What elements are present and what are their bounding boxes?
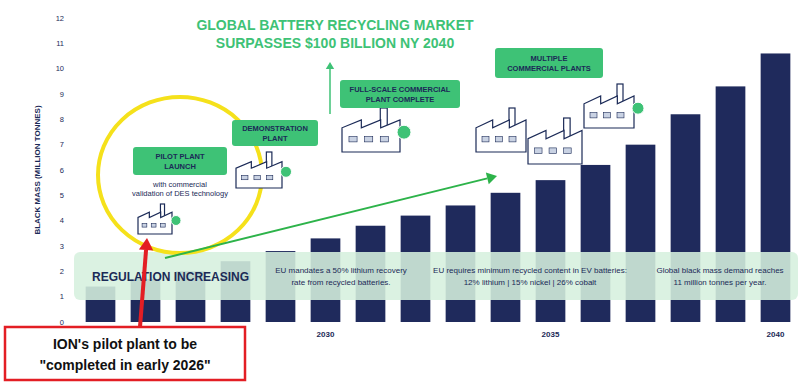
y-tick-label: 6: [60, 166, 64, 175]
x-tick-label: 2040: [767, 330, 785, 339]
y-tick-label: 5: [60, 191, 64, 200]
regulation-item: Global black mass demand reaches: [656, 266, 783, 275]
y-tick-label: 0: [60, 318, 64, 327]
x-axis: 2030 2035 2040: [317, 330, 785, 339]
up-arrow-head: [326, 62, 334, 69]
factory-icon: [476, 108, 526, 152]
regulation-item: rate from recycled batteries.: [291, 278, 390, 287]
milestone-note: with commercial: [152, 180, 207, 189]
callout-text: "completed in early 2026": [39, 357, 210, 373]
bar: [536, 180, 566, 322]
milestone: PILOT PLANTLAUNCH with commercialvalidati…: [132, 147, 228, 198]
badge: [280, 166, 291, 177]
callout-arrow-head: [139, 238, 153, 251]
regulation-item: 12% lithium | 15% nickel | 26% cobalt: [464, 278, 597, 287]
milestone: FULL-SCALE COMMERCIALPLANT COMPLETE: [340, 80, 460, 108]
regulation-item: EU mandates a 50% lithium recovery: [275, 266, 407, 275]
factory-window: [564, 148, 572, 154]
milestone: MULTIPLECOMMERCIAL PLANTS: [495, 48, 603, 78]
milestone-label: PILOT PLANT: [155, 152, 205, 161]
milestone-label: MULTIPLE: [531, 54, 568, 63]
up-arrow-shaft: [329, 69, 331, 114]
callout-arrow: [139, 238, 153, 327]
title-line: SURPASSES $100 BILLION NY 2040: [216, 35, 455, 51]
factory-window: [365, 137, 373, 142]
callout-text: ION's pilot plant to be: [53, 336, 197, 352]
y-axis-title: BLACK MASS (MILLION TONNES): [33, 105, 42, 235]
milestone-label: COMMERCIAL PLANTS: [507, 64, 591, 73]
y-tick-label: 8: [60, 115, 64, 124]
y-tick-label: 2: [60, 267, 64, 276]
factory-window: [142, 224, 147, 228]
badge: [632, 102, 644, 114]
x-tick-label: 2035: [542, 330, 560, 339]
factory-body: [528, 130, 582, 164]
y-tick-label: 9: [60, 90, 64, 99]
milestone-label: FULL-SCALE COMMERCIAL: [350, 85, 451, 94]
milestone-box: [495, 48, 603, 78]
y-tick-label: 3: [60, 242, 64, 251]
milestone-box: [340, 80, 460, 108]
milestone-label: PLANT COMPLETE: [366, 95, 435, 104]
factory-body: [476, 120, 526, 152]
chart: 0123456789101112BLACK MASS (MILLION TONN…: [0, 0, 800, 383]
factory-body: [584, 96, 634, 128]
y-tick-label: 11: [56, 39, 64, 48]
factory-icon: [528, 118, 582, 164]
callout-arrow-shaft: [140, 250, 146, 327]
x-tick-label: 2030: [317, 330, 335, 339]
regulation-band: REGULATION INCREASING EU mandates a 50% l…: [74, 252, 798, 300]
factory-window: [160, 224, 165, 228]
factory-body: [138, 212, 172, 234]
milestone-label: PLANT: [263, 134, 288, 143]
factory-icon: [236, 152, 292, 188]
milestone-note: validation of DES technology: [132, 189, 228, 198]
factory-icon: [138, 204, 181, 234]
y-tick-label: 12: [56, 14, 64, 23]
y-tick-label: 7: [60, 140, 64, 149]
factory-window: [242, 175, 248, 179]
y-axis: 0123456789101112BLACK MASS (MILLION TONN…: [33, 14, 64, 327]
milestones: PILOT PLANTLAUNCH with commercialvalidati…: [132, 48, 603, 198]
regulation-item: EU requires minimum recycled content in …: [433, 266, 627, 275]
factory-body: [342, 120, 400, 152]
callout: ION's pilot plant to be "completed in ear…: [5, 327, 245, 380]
milestone-label: DEMONSTRATION: [242, 124, 308, 133]
factory-window: [482, 137, 489, 142]
milestone-label: LAUNCH: [164, 162, 196, 171]
badge: [171, 216, 181, 226]
factory-window: [617, 113, 624, 118]
factory-window: [254, 175, 260, 179]
y-tick-label: 10: [56, 64, 64, 73]
y-tick-label: 4: [60, 216, 64, 225]
factory-window: [509, 137, 516, 142]
regulation-label: REGULATION INCREASING: [92, 270, 249, 284]
factory-window: [266, 175, 272, 179]
factory-window: [151, 224, 156, 228]
badge: [397, 125, 411, 139]
factory-icon: [584, 84, 644, 128]
title: GLOBAL BATTERY RECYCLING MARKET SURPASSES…: [196, 17, 474, 51]
milestone-box: [232, 120, 318, 146]
growth-arrow: [165, 173, 497, 258]
factory-icon: [342, 108, 411, 152]
growth-arrow-head: [486, 173, 497, 185]
factory-window: [496, 137, 503, 142]
factory-window: [349, 137, 357, 142]
regulation-item: 11 million tonnes per year.: [674, 278, 767, 287]
factory-window: [590, 113, 597, 118]
factory-window: [604, 113, 611, 118]
milestone-box: [133, 147, 227, 175]
milestone: DEMONSTRATIONPLANT: [232, 120, 318, 146]
band-bg: [74, 252, 798, 300]
y-tick-label: 1: [60, 292, 64, 301]
factory-window: [380, 137, 388, 142]
title-line: GLOBAL BATTERY RECYCLING MARKET: [196, 17, 474, 33]
factory-window: [534, 148, 542, 154]
callout-box: [5, 327, 245, 380]
factory-body: [236, 162, 282, 188]
factory-window: [549, 148, 557, 154]
up-arrow: [326, 62, 334, 114]
